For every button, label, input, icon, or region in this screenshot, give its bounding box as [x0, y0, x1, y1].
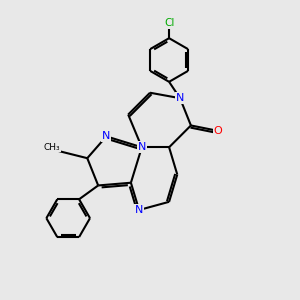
Text: N: N [176, 93, 184, 103]
Text: N: N [102, 131, 111, 141]
Text: Cl: Cl [164, 18, 174, 28]
Text: N: N [135, 205, 143, 215]
Text: O: O [214, 126, 223, 136]
Text: CH₃: CH₃ [44, 143, 60, 152]
Text: N: N [138, 142, 146, 152]
